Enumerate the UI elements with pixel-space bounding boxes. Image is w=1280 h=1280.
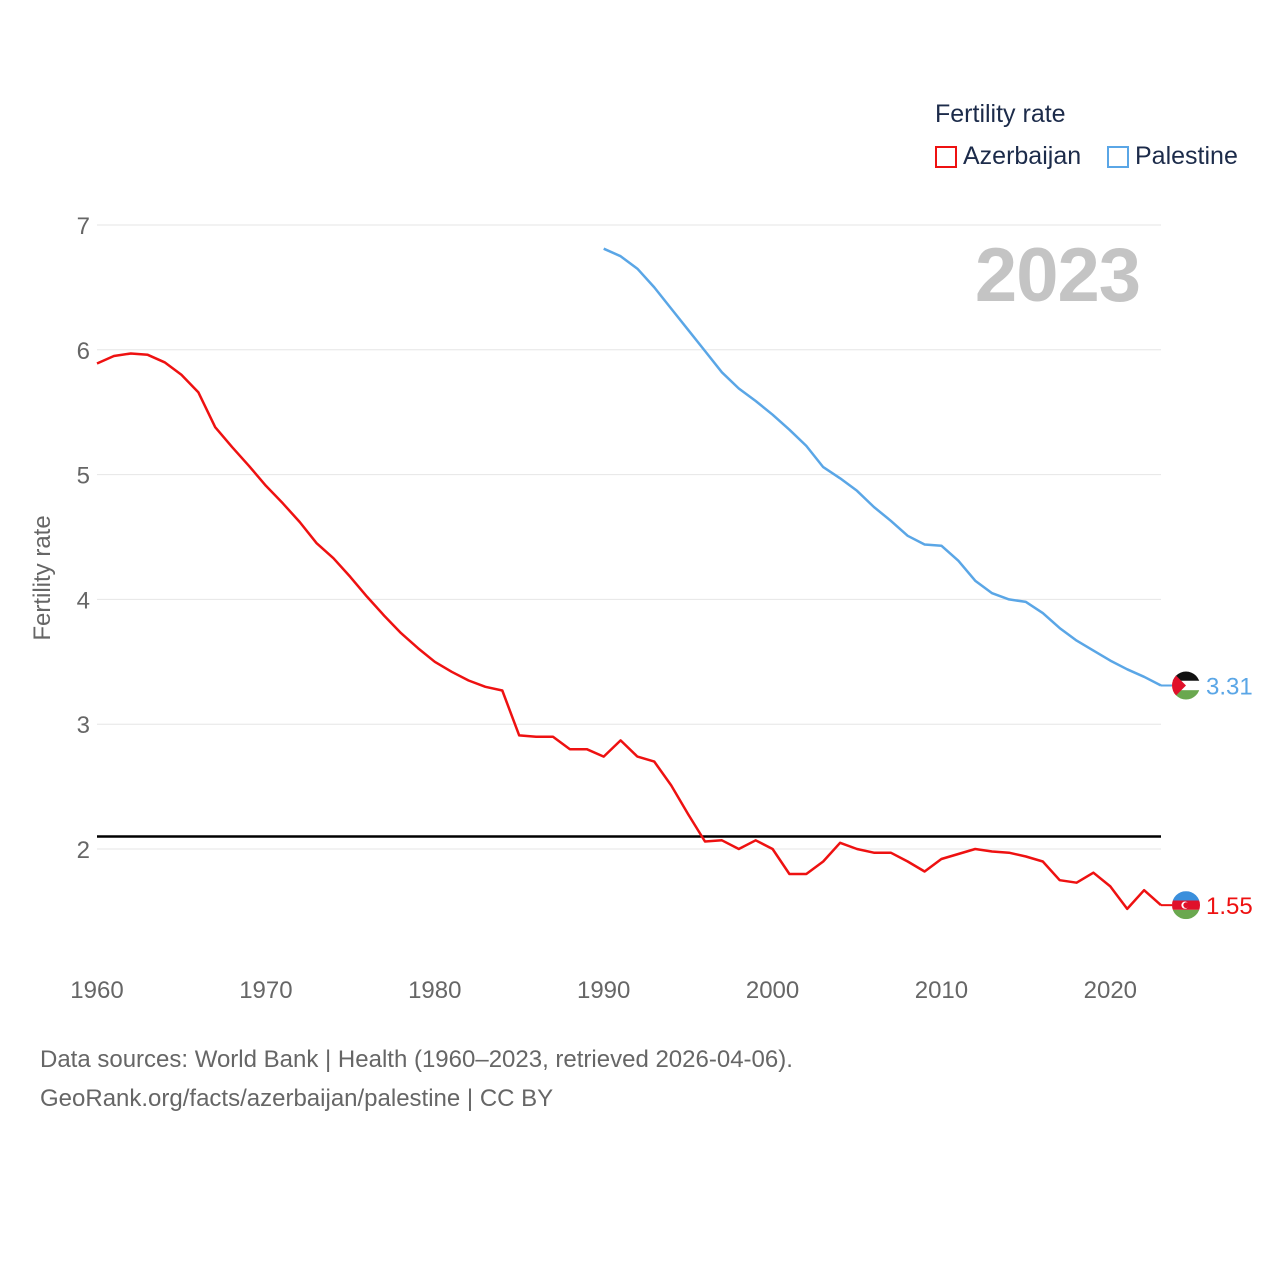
source-line-1: Data sources: World Bank | Health (1960–… xyxy=(40,1046,793,1073)
series-lines xyxy=(96,247,1162,911)
legend-title: Fertility rate xyxy=(935,100,1066,128)
x-tick-label-1970: 1970 xyxy=(239,977,292,1004)
series-line-azerbaijan xyxy=(96,352,1162,911)
x-tick-label-2010: 2010 xyxy=(915,977,968,1004)
y-tick-label-7: 7 xyxy=(77,213,90,240)
y-tick-label-2: 2 xyxy=(77,837,90,864)
x-tick-label-1980: 1980 xyxy=(408,977,461,1004)
y-tick-label-3: 3 xyxy=(77,712,90,739)
series-line-palestine xyxy=(603,247,1162,687)
end-label-azerbaijan: 1.55 xyxy=(1206,893,1253,920)
x-tick-label-1990: 1990 xyxy=(577,977,630,1004)
legend-swatch-palestine xyxy=(1107,145,1129,168)
y-axis-tick-labels: 2 3 4 5 6 7 xyxy=(77,213,90,864)
year-label: 2023 xyxy=(974,233,1141,318)
azerbaijan-flag-icon xyxy=(1172,891,1200,920)
end-label-palestine: 3.31 xyxy=(1206,674,1253,701)
y-axis-title: Fertility rate xyxy=(29,515,56,640)
legend-item-palestine[interactable]: Palestine xyxy=(1107,142,1238,171)
x-tick-label-2000: 2000 xyxy=(746,977,799,1004)
y-tick-label-6: 6 xyxy=(77,338,90,365)
x-tick-label-1960: 1960 xyxy=(70,977,123,1004)
y-tick-label-4: 4 xyxy=(77,587,90,614)
legend-item-azerbaijan[interactable]: Azerbaijan xyxy=(935,142,1081,171)
y-tick-label-5: 5 xyxy=(77,463,90,490)
legend-swatch-azerbaijan xyxy=(935,145,957,168)
x-axis-tick-labels: 1960 1970 1980 1990 2000 2010 2020 xyxy=(70,977,1137,1004)
legend-label-azerbaijan: Azerbaijan xyxy=(963,142,1082,170)
palestine-flag-icon xyxy=(1172,671,1200,700)
source-line-2: GeoRank.org/facts/azerbaijan/palestine |… xyxy=(40,1085,554,1112)
x-tick-label-2020: 2020 xyxy=(1084,977,1137,1004)
end-markers: 1.55 3.31 xyxy=(1161,671,1253,920)
legend-label-palestine: Palestine xyxy=(1135,142,1238,170)
